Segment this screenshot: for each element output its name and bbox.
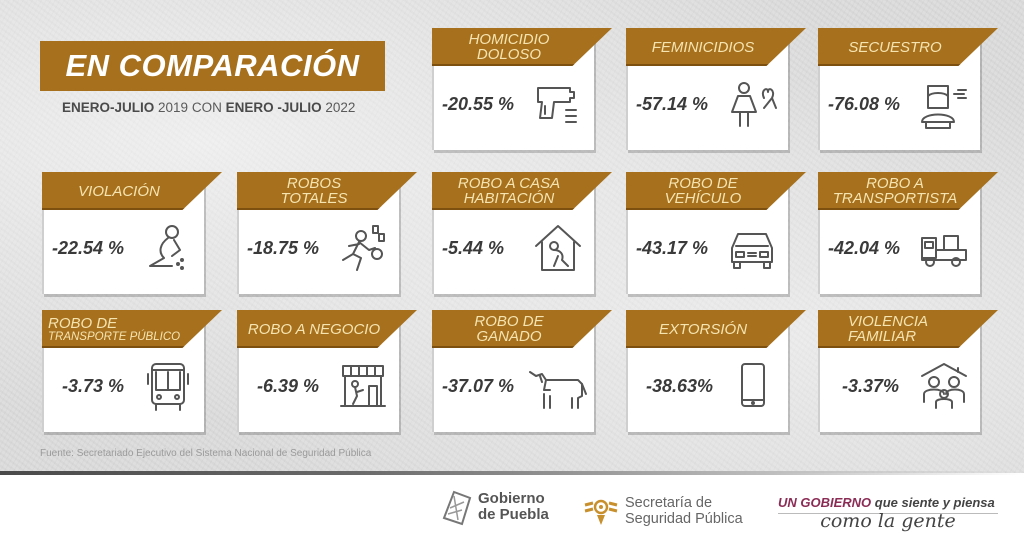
- title-line-1: ROBO DE: [668, 175, 738, 192]
- ssp-line-2: Seguridad Pública: [625, 511, 743, 527]
- card-title: ROBO A CASA HABITACIÓN: [434, 172, 584, 210]
- card-violencia-familiar: VIOLENCIA FAMILIAR -3.37%: [818, 310, 998, 432]
- kneeling-victim-icon: [142, 222, 194, 274]
- period2-year: 2022: [325, 100, 356, 115]
- government-slogan: UN GOBIERNO que siente y piensa como la …: [778, 495, 998, 532]
- percent-change: -57.14 %: [636, 94, 709, 114]
- cow-icon: [528, 360, 588, 412]
- title-line-1: ROBO A CASA: [457, 175, 561, 192]
- card-title: ROBO A NEGOCIO: [239, 310, 389, 348]
- ssp-line-1: Secretaría de: [625, 495, 713, 511]
- card-title: SECUESTRO: [820, 28, 970, 66]
- page-title: EN COMPARACIÓN: [65, 48, 360, 83]
- card-robo-transporte-publico: ROBO DE TRANSPORTE PÚBLICO -3.73 %: [42, 310, 222, 432]
- card-robo-vehiculo: ROBO DE VEHÍCULO -43.17 %: [626, 172, 806, 294]
- slogan-rest: que siente y piensa: [874, 495, 995, 510]
- handgun-icon: [532, 78, 584, 130]
- title-line-2: FAMILIAR: [848, 328, 917, 345]
- card-robo-casa-habitacion: ROBO A CASA HABITACIÓN -5.44 %: [432, 172, 612, 294]
- title-line-1: ROBO A: [866, 175, 924, 192]
- percent-change: -5.44 %: [442, 238, 505, 258]
- card-extorsion: EXTORSIÓN -38.63%: [626, 310, 806, 432]
- percent-change: -6.39 %: [257, 376, 320, 396]
- truck-icon: [918, 222, 970, 274]
- card-robos-totales: ROBOS TOTALES -18.75 %: [237, 172, 417, 294]
- card-homicidio-doloso: HOMICIDIO DOLOSO -20.55 %: [432, 28, 612, 150]
- card-robo-transportista: ROBO A TRANSPORTISTA -42.04 %: [818, 172, 998, 294]
- running-thief-icon: [337, 222, 389, 274]
- title-line-1: ROBO A NEGOCIO: [247, 320, 381, 338]
- gobierno-line-1: Gobierno: [478, 490, 545, 507]
- bus-icon: [142, 360, 194, 412]
- card-secuestro: SECUESTRO -76.08 %: [818, 28, 998, 150]
- title-banner: EN COMPARACIÓN: [40, 41, 385, 91]
- card-title: FEMINICIDIOS: [628, 28, 778, 66]
- percent-change: -18.75 %: [247, 238, 320, 258]
- title-line-2: TRANSPORTISTA: [832, 190, 958, 207]
- percent-change: -3.73 %: [62, 376, 125, 396]
- car-icon: [726, 222, 778, 274]
- gobierno-puebla-text: Gobierno de Puebla: [478, 491, 549, 523]
- connector: CON: [191, 100, 222, 115]
- card-title: ROBOS TOTALES: [239, 172, 389, 210]
- title-line-2: DOLOSO: [476, 46, 542, 63]
- percent-change: -37.07 %: [442, 376, 515, 396]
- slogan-line-2: como la gente: [820, 510, 956, 532]
- title-line-1: ROBO DE: [474, 313, 544, 330]
- card-title: VIOLENCIA FAMILIAR: [820, 310, 970, 348]
- logo-secretaria-seguridad-publica: Secretaría de Seguridad Pública: [583, 495, 743, 527]
- smartphone-icon: [726, 360, 778, 412]
- percent-change: -76.08 %: [828, 94, 901, 114]
- store-icon: [337, 360, 389, 412]
- woman-ribbon-icon: [726, 78, 778, 130]
- gobierno-line-2: de Puebla: [478, 506, 549, 523]
- card-feminicidios: FEMINICIDIOS -57.14 %: [626, 28, 806, 150]
- title-line-2: VEHÍCULO: [664, 190, 742, 207]
- percent-change: -22.54 %: [52, 238, 125, 258]
- source-citation: Fuente: Secretariado Ejecutivo del Siste…: [40, 448, 372, 459]
- percent-change: -20.55 %: [442, 94, 515, 114]
- percent-change: -43.17 %: [636, 238, 709, 258]
- card-robo-ganado: ROBO DE GANADO -37.07 %: [432, 310, 612, 432]
- title-line-1: ROBO DE: [48, 314, 118, 332]
- puebla-crest-icon: [440, 488, 474, 526]
- title-line-2: TRANSPORTE PÚBLICO: [48, 330, 181, 343]
- percent-change: -3.37%: [842, 376, 900, 396]
- slogan-rule: [778, 513, 998, 514]
- title-line-1: EXTORSIÓN: [658, 320, 748, 338]
- percent-change: -42.04 %: [828, 238, 901, 258]
- percent-change: -38.63%: [646, 376, 714, 396]
- footer-divider: [0, 471, 1024, 475]
- slogan-line-1: UN GOBIERNO que siente y piensa: [778, 495, 998, 510]
- card-title: ROBO DE GANADO: [434, 310, 584, 348]
- period1-label: ENERO-JULIO: [62, 100, 155, 115]
- title-line-1: VIOLACIÓN: [78, 182, 160, 200]
- slogan-brand: UN GOBIERNO: [778, 495, 872, 510]
- title-line-1: VIOLENCIA: [848, 313, 929, 330]
- card-title: ROBO DE VEHÍCULO: [628, 172, 778, 210]
- card-title: HOMICIDIO DOLOSO: [434, 28, 584, 66]
- hostage-icon: [918, 78, 970, 130]
- period2-label: ENERO -JULIO: [225, 100, 322, 115]
- period1-year: 2019: [158, 100, 189, 115]
- card-violacion: VIOLACIÓN -22.54 %: [42, 172, 222, 294]
- house-burglar-icon: [532, 222, 584, 274]
- title-line-1: HOMICIDIO: [468, 31, 550, 48]
- card-title: VIOLACIÓN: [44, 172, 194, 210]
- ssp-emblem-icon: [583, 495, 619, 527]
- card-title: ROBO A TRANSPORTISTA: [820, 172, 970, 210]
- title-line-1: ROBOS: [286, 175, 342, 192]
- title-line-1: SECUESTRO: [848, 38, 942, 56]
- comparison-period: ENERO-JULIO 2019 CON ENERO -JULIO 2022: [62, 100, 355, 115]
- logo-gobierno-de-puebla: Gobierno de Puebla: [440, 488, 549, 526]
- title-line-2: TOTALES: [280, 190, 348, 207]
- card-robo-negocio: ROBO A NEGOCIO -6.39 %: [237, 310, 417, 432]
- title-line-1: FEMINICIDIOS: [651, 38, 755, 56]
- ssp-text: Secretaría de Seguridad Pública: [625, 495, 743, 527]
- title-line-2: GANADO: [476, 328, 542, 345]
- family-house-icon: [918, 360, 970, 412]
- card-title: EXTORSIÓN: [628, 310, 778, 348]
- title-line-2: HABITACIÓN: [463, 190, 555, 207]
- card-title: ROBO DE TRANSPORTE PÚBLICO: [44, 310, 194, 348]
